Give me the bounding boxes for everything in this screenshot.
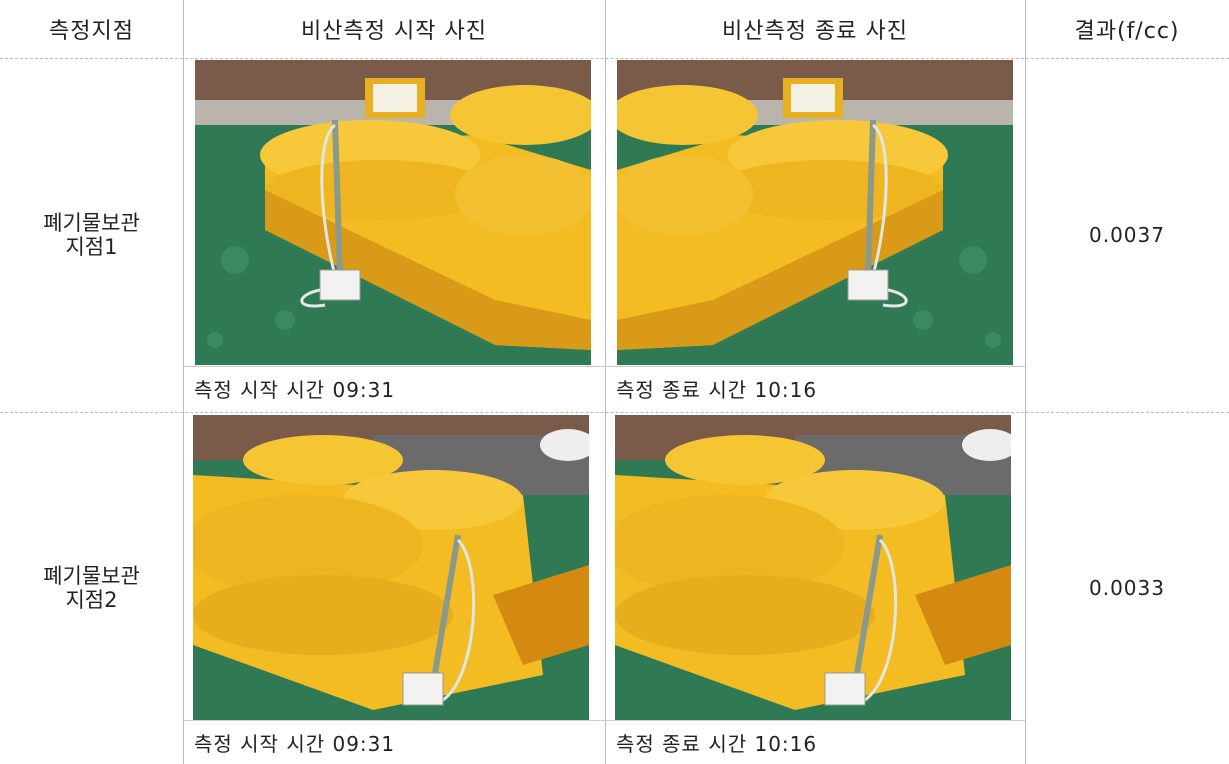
header-cell: 측정지점	[49, 19, 134, 44]
end-photo	[615, 415, 1011, 720]
header-cell: 비산측정 종료 사진	[722, 19, 908, 44]
location-line: 폐기물보관	[43, 211, 140, 235]
row-divider	[0, 58, 1229, 59]
col-divider	[183, 0, 184, 764]
caption-divider	[183, 366, 1025, 367]
location-line: 지점1	[65, 235, 118, 259]
start-caption: 측정 시작 시간 09:31	[194, 377, 396, 402]
start-caption: 측정 시작 시간 09:31	[194, 731, 396, 756]
end-photo	[617, 60, 1013, 365]
result-cell: 0.0037	[1089, 223, 1165, 247]
end-caption: 측정 종료 시간 10:16	[616, 377, 818, 402]
col-divider	[1025, 0, 1026, 764]
end-caption: 측정 종료 시간 10:16	[616, 731, 818, 756]
col-divider	[605, 0, 606, 764]
caption-divider	[183, 720, 1025, 721]
start-photo	[193, 415, 589, 720]
row-divider	[0, 412, 1229, 413]
location-line: 폐기물보관	[43, 564, 140, 588]
location-cell: 폐기물보관 지점2	[0, 412, 183, 764]
location-cell: 폐기물보관 지점1	[0, 58, 183, 412]
header-cell: 비산측정 시작 사진	[301, 19, 487, 44]
location-line: 지점2	[65, 588, 118, 612]
header-cell: 결과(f/cc)	[1074, 19, 1180, 44]
start-photo	[195, 60, 591, 365]
result-cell: 0.0033	[1089, 576, 1165, 600]
